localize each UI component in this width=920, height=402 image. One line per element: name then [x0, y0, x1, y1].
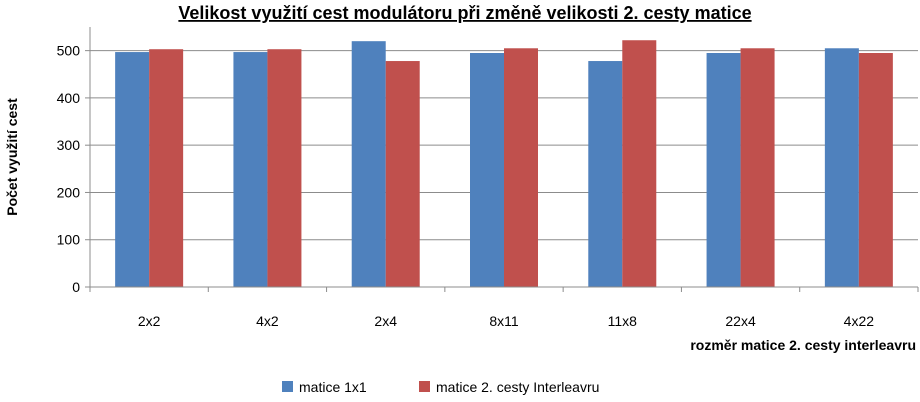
legend-label-0: matice 1x1 — [299, 379, 367, 395]
bar-matice-1x1-2x4 — [351, 41, 386, 287]
y-tick-labels: 0 100 200 300 400 500 — [57, 43, 81, 295]
chart-title: Velikost využití cest modulátoru při změ… — [178, 3, 751, 23]
y-tick-label: 200 — [57, 184, 81, 200]
x-tick-label: 4x2 — [256, 313, 279, 329]
x-tick-label: 2x4 — [374, 313, 397, 329]
bar-matice-1x1-22x4 — [706, 53, 741, 287]
y-tick-label: 0 — [72, 279, 80, 295]
bar-matice-2-cesty-4x22 — [858, 53, 893, 287]
y-tick-label: 100 — [57, 232, 81, 248]
bar-matice-2-cesty-11x8 — [622, 40, 657, 288]
legend-swatch-0 — [282, 381, 293, 392]
bar-matice-2-cesty-8x11 — [504, 48, 538, 287]
bar-matice-2-cesty-4x2 — [267, 49, 302, 287]
bar-matice-1x1-8x11 — [470, 53, 504, 287]
x-tick-label: 2x2 — [138, 313, 161, 329]
bar-matice-1x1-4x2 — [233, 52, 268, 287]
bar-matice-1x1-2x2 — [115, 52, 150, 287]
y-tick-label: 500 — [57, 43, 81, 59]
y-tick-label: 300 — [57, 137, 81, 153]
x-tick-label: 11x8 — [608, 313, 638, 329]
bar-matice-2-cesty-2x4 — [385, 61, 420, 287]
x-tick-label: 22x4 — [725, 313, 756, 329]
bar-matice-2-cesty-2x2 — [149, 49, 184, 287]
bars — [115, 40, 893, 288]
legend-label-1: matice 2. cesty Interleavru — [436, 379, 599, 395]
legend: matice 1x1 matice 2. cesty Interleavru — [282, 379, 599, 395]
legend-swatch-1 — [419, 381, 430, 392]
x-tick-label: 4x22 — [844, 313, 875, 329]
bar-matice-1x1-4x22 — [824, 48, 859, 287]
bar-matice-2-cesty-22x4 — [740, 48, 775, 287]
axes — [85, 27, 919, 292]
bar-matice-1x1-11x8 — [588, 61, 623, 287]
x-tick-labels: 2x2 4x2 2x4 8x11 11x8 22x4 4x22 — [138, 313, 874, 329]
y-tick-label: 400 — [57, 90, 81, 106]
x-tick-label: 8x11 — [489, 313, 519, 329]
y-axis-label: Počet využití cest — [4, 98, 20, 216]
x-axis-label: rozměr matice 2. cesty interleavru — [690, 337, 916, 353]
